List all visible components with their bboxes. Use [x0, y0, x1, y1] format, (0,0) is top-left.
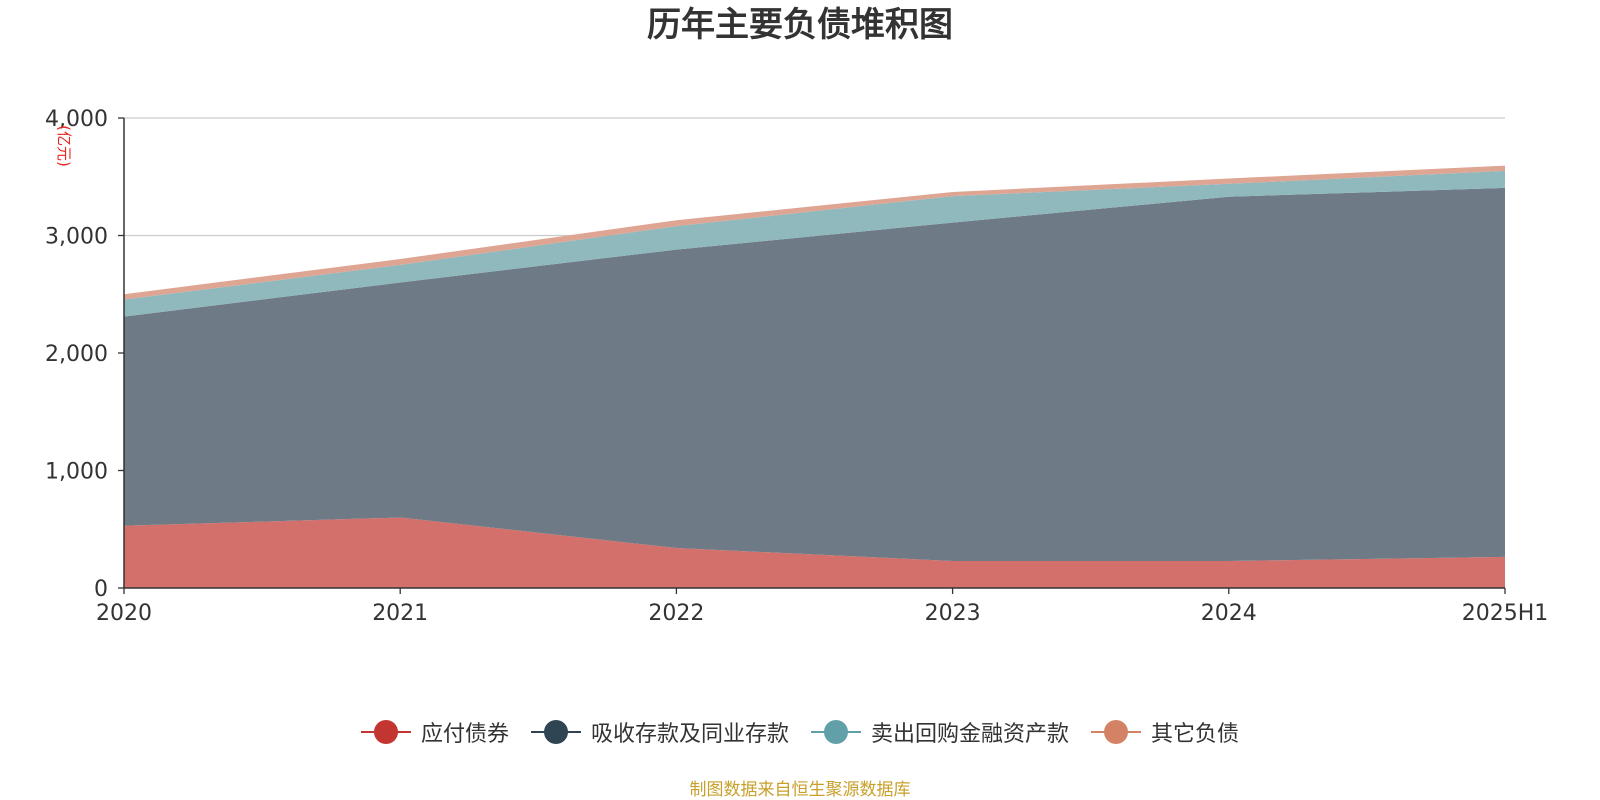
- x-tick-label: 2020: [96, 601, 152, 626]
- x-tick-label: 2024: [1201, 601, 1257, 626]
- legend-marker-icon: [811, 720, 861, 744]
- legend-label: 其它负债: [1151, 722, 1240, 747]
- y-tick-label: 0: [94, 577, 108, 602]
- chart-title: 历年主要负债堆积图: [647, 5, 953, 45]
- y-tick-label: 1,000: [45, 460, 108, 485]
- legend-item[interactable]: 其它负债: [1091, 716, 1239, 748]
- legend-marker-icon: [1091, 720, 1142, 744]
- axes: 0 1,000 2,000 3,000 4,000 2020 2021 2022 2023 202…: [45, 107, 1548, 626]
- legend-label: 卖出回购金融资产款: [871, 722, 1070, 747]
- y-axis-unit-label: (亿元): [55, 125, 73, 167]
- stacked-areas: [124, 165, 1505, 588]
- x-tick-label: 2025H1: [1462, 601, 1549, 626]
- legend-item[interactable]: 应付债券: [360, 716, 509, 748]
- y-tick-label: 4,000: [45, 107, 108, 132]
- legend-item[interactable]: 吸收存款及同业存款: [530, 716, 789, 748]
- x-tick-label: 2023: [925, 601, 981, 626]
- x-tick-label: 2021: [372, 601, 428, 626]
- x-tick-label: 2022: [648, 601, 704, 626]
- area-series: [124, 517, 1505, 588]
- area-series: [124, 170, 1505, 317]
- legend-marker-icon: [530, 720, 581, 744]
- area-series: [124, 187, 1505, 561]
- legend-label: 应付债券: [420, 722, 509, 747]
- y-tick-label: 3,000: [45, 225, 108, 250]
- legend-marker-icon: [360, 720, 411, 744]
- source-note: 制图数据来自恒生聚源数据库: [689, 780, 911, 800]
- legend: 应付债券 吸收存款及同业存款 卖出回购金融资产款 其它负债: [0, 716, 1600, 748]
- legend-label: 吸收存款及同业存款: [590, 722, 789, 747]
- legend-item[interactable]: 卖出回购金融资产款: [811, 716, 1069, 748]
- y-tick-label: 2,000: [45, 342, 108, 367]
